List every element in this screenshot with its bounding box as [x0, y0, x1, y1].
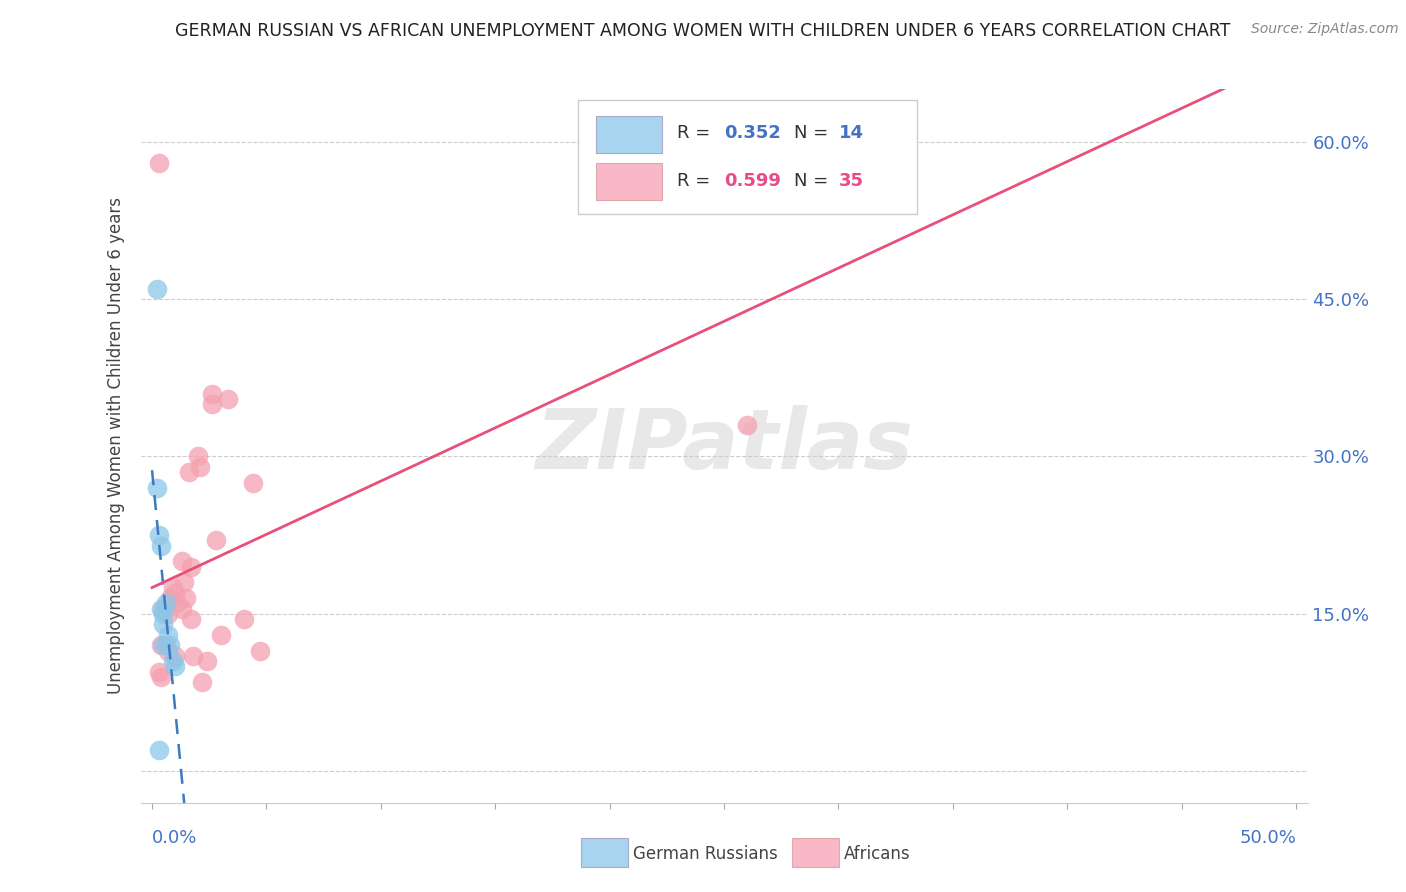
- Point: [145, 282, 167, 296]
- Text: 0.352: 0.352: [724, 125, 780, 143]
- Point: [735, 417, 758, 432]
- Text: N =: N =: [794, 171, 834, 189]
- Point: [157, 643, 180, 657]
- Point: [162, 654, 184, 668]
- Point: [209, 628, 232, 642]
- Text: German Russians: German Russians: [633, 845, 778, 863]
- Y-axis label: Unemployment Among Women with Children Under 6 years: Unemployment Among Women with Children U…: [107, 197, 125, 695]
- Text: N =: N =: [794, 125, 834, 143]
- Point: [188, 460, 211, 475]
- Text: R =: R =: [678, 171, 717, 189]
- Point: [195, 654, 218, 668]
- Point: [157, 628, 180, 642]
- Point: [176, 591, 198, 606]
- Point: [150, 639, 173, 653]
- Text: Africans: Africans: [844, 845, 910, 863]
- Point: [249, 643, 271, 657]
- Point: [155, 596, 177, 610]
- Text: 0.599: 0.599: [724, 171, 780, 189]
- Point: [200, 397, 222, 411]
- FancyBboxPatch shape: [596, 116, 662, 153]
- Point: [181, 648, 204, 663]
- Text: GERMAN RUSSIAN VS AFRICAN UNEMPLOYMENT AMONG WOMEN WITH CHILDREN UNDER 6 YEARS C: GERMAN RUSSIAN VS AFRICAN UNEMPLOYMENT A…: [176, 22, 1230, 40]
- FancyBboxPatch shape: [596, 162, 662, 200]
- Point: [152, 617, 174, 632]
- Point: [170, 601, 193, 615]
- Point: [155, 639, 177, 653]
- Text: 0.0%: 0.0%: [152, 829, 197, 847]
- Point: [152, 607, 174, 621]
- Point: [145, 481, 167, 495]
- Text: 35: 35: [838, 171, 863, 189]
- Point: [148, 743, 170, 757]
- Point: [148, 155, 170, 169]
- Point: [163, 659, 186, 673]
- Text: 14: 14: [838, 125, 863, 143]
- Point: [205, 533, 228, 548]
- Point: [150, 539, 173, 553]
- Point: [150, 601, 173, 615]
- Point: [163, 648, 186, 663]
- Point: [157, 607, 180, 621]
- Point: [180, 559, 202, 574]
- Text: Source: ZipAtlas.com: Source: ZipAtlas.com: [1251, 22, 1399, 37]
- Point: [162, 581, 184, 595]
- Point: [170, 554, 193, 568]
- Point: [180, 612, 202, 626]
- Point: [148, 665, 170, 679]
- Point: [148, 528, 170, 542]
- Point: [152, 601, 174, 615]
- Point: [177, 465, 200, 479]
- FancyBboxPatch shape: [578, 100, 917, 214]
- Point: [232, 612, 254, 626]
- Point: [159, 591, 181, 606]
- Point: [217, 392, 239, 406]
- Point: [191, 675, 214, 690]
- Point: [150, 670, 173, 684]
- Point: [163, 586, 186, 600]
- Point: [187, 450, 209, 464]
- Point: [242, 475, 264, 490]
- Point: [793, 177, 815, 191]
- Point: [159, 639, 181, 653]
- Point: [173, 575, 195, 590]
- Text: ZIPatlas: ZIPatlas: [536, 406, 912, 486]
- Point: [200, 386, 222, 401]
- Text: R =: R =: [678, 125, 717, 143]
- Point: [152, 639, 174, 653]
- Text: 50.0%: 50.0%: [1239, 829, 1296, 847]
- Point: [166, 596, 188, 610]
